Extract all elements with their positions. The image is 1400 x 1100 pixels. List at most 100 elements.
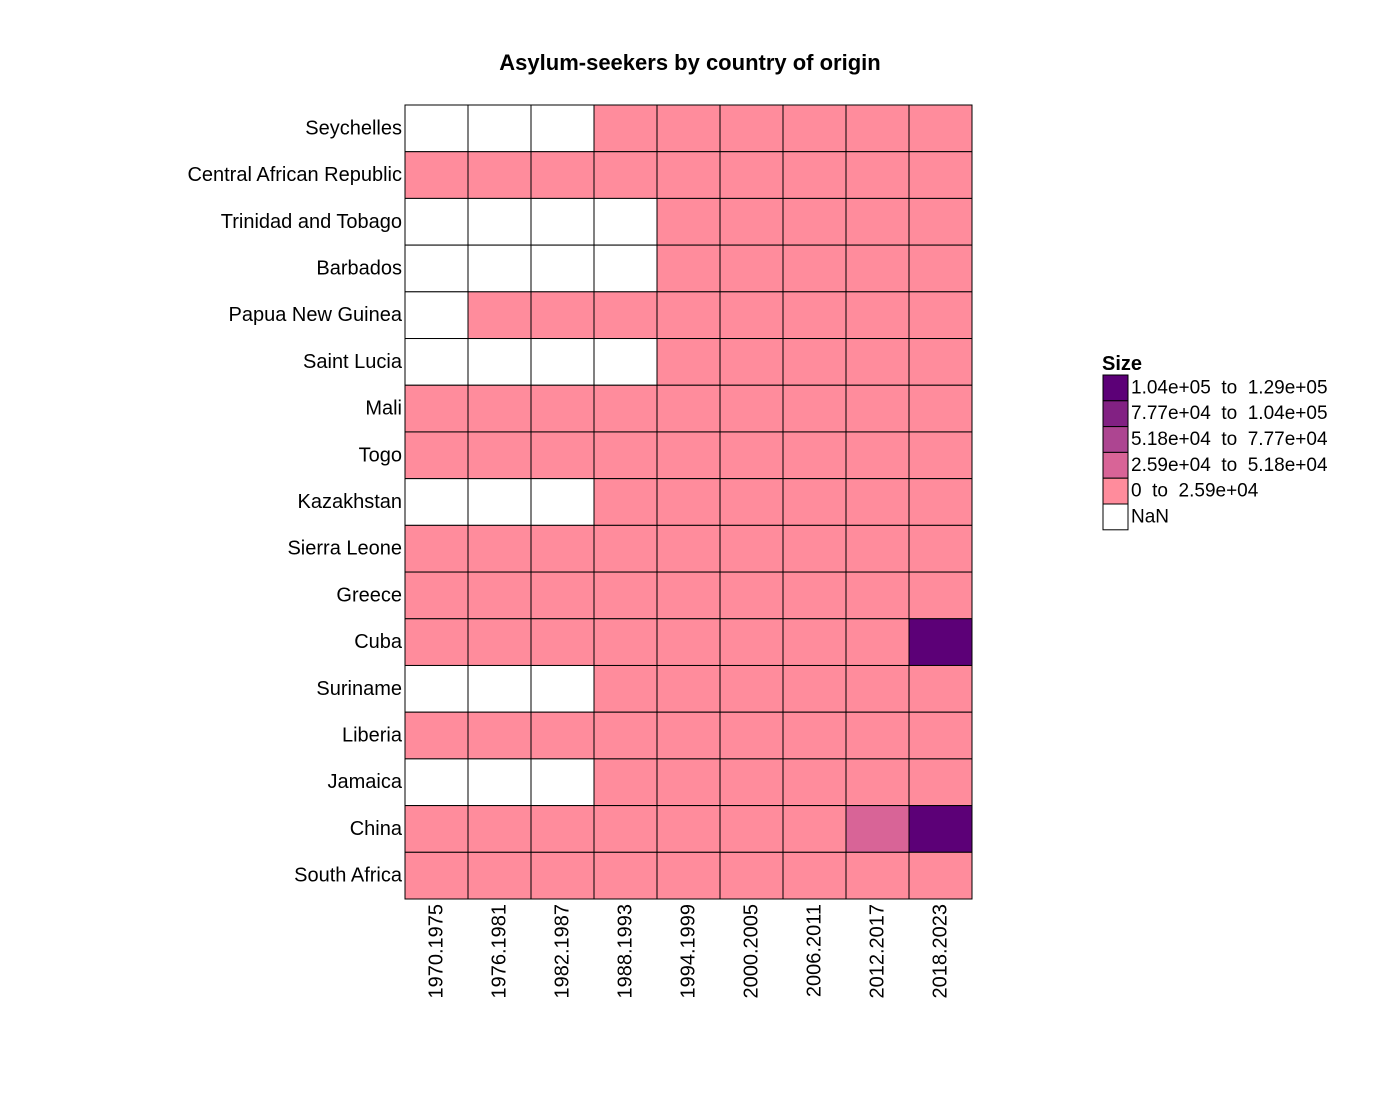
heatmap-cell — [845, 384, 910, 433]
row-label: South Africa — [294, 865, 403, 887]
heatmap-cell — [467, 618, 532, 666]
heatmap-cell — [656, 805, 721, 853]
heatmap-cell — [530, 618, 595, 666]
heatmap-cell — [782, 431, 847, 480]
legend-label: 1.04e+05 to 1.29e+05 — [1131, 377, 1328, 398]
heatmap-cell — [467, 711, 532, 760]
heatmap-cell — [908, 524, 973, 573]
heatmap-cell — [845, 197, 910, 246]
row-label: Mali — [365, 398, 402, 420]
heatmap-cell — [404, 384, 469, 433]
heatmap-cell — [719, 431, 784, 480]
heatmap-cell — [845, 618, 910, 666]
heatmap-cell — [530, 244, 595, 293]
heatmap-cell — [845, 711, 910, 760]
heatmap-cell — [782, 618, 847, 666]
heatmap-cell — [845, 338, 910, 386]
heatmap-cell — [845, 431, 910, 480]
heatmap-cell — [719, 244, 784, 293]
heatmap-cell — [404, 431, 469, 480]
heatmap-cell — [908, 571, 973, 620]
heatmap-cell — [530, 664, 595, 713]
heatmap-cell — [530, 151, 595, 199]
row-label: Cuba — [354, 631, 403, 653]
heatmap-cell — [782, 478, 847, 526]
legend-label: 0 to 2.59e+04 — [1131, 481, 1259, 502]
row-label: Liberia — [342, 725, 403, 747]
heatmap-cell — [593, 805, 658, 853]
heatmap-cell — [593, 524, 658, 573]
heatmap-cell — [467, 151, 532, 199]
heatmap-cell — [908, 338, 973, 386]
legend-label: 7.77e+04 to 1.04e+05 — [1131, 403, 1328, 424]
heatmap-cell — [530, 104, 595, 153]
heatmap-cell — [845, 851, 910, 900]
heatmap-cell — [845, 571, 910, 620]
heatmap-cell — [404, 338, 469, 386]
heatmap-cell — [719, 524, 784, 573]
heatmap-cell — [656, 104, 721, 153]
legend-label: 5.18e+04 to 7.77e+04 — [1131, 429, 1328, 450]
heatmap-cell — [593, 618, 658, 666]
heatmap-cell — [908, 478, 973, 526]
heatmap-cell — [782, 711, 847, 760]
row-label: Jamaica — [328, 771, 403, 793]
heatmap-cell — [656, 291, 721, 340]
heatmap-cell — [404, 291, 469, 340]
heatmap-cell — [467, 244, 532, 293]
heatmap-cell — [719, 711, 784, 760]
heatmap-cell — [530, 291, 595, 340]
heatmap-cell — [719, 338, 784, 386]
column-label: 1994.1999 — [678, 904, 700, 999]
heatmap-cell — [719, 197, 784, 246]
heatmap-cell — [593, 291, 658, 340]
heatmap-cell — [530, 805, 595, 853]
heatmap-cell — [782, 524, 847, 573]
heatmap-cell — [719, 291, 784, 340]
row-label: China — [350, 818, 403, 840]
heatmap-cell — [404, 104, 469, 153]
heatmap-cell — [530, 384, 595, 433]
heatmap-cell — [467, 851, 532, 900]
heatmap-cell — [719, 571, 784, 620]
heatmap-cell — [467, 384, 532, 433]
heatmap-cell — [593, 104, 658, 153]
heatmap-cell — [530, 478, 595, 526]
heatmap-cell — [656, 664, 721, 713]
row-labels: Seychelles Central African Republic Trinid… — [187, 117, 402, 886]
heatmap-cell — [782, 151, 847, 199]
heatmap-cells — [404, 104, 973, 900]
heatmap-cell — [656, 524, 721, 573]
heatmap-cell — [845, 664, 910, 713]
row-label: Barbados — [316, 257, 402, 279]
heatmap-cell — [845, 805, 910, 853]
heatmap-cell — [845, 104, 910, 153]
heatmap-cell — [530, 851, 595, 900]
heatmap-cell — [656, 384, 721, 433]
heatmap-cell — [656, 851, 721, 900]
heatmap-cell — [593, 758, 658, 807]
heatmap-cell — [656, 244, 721, 293]
heatmap-cell — [467, 291, 532, 340]
heatmap-cell — [845, 244, 910, 293]
column-label: 1988.1993 — [615, 904, 637, 999]
heatmap-cell — [719, 104, 784, 153]
heatmap-cell — [908, 291, 973, 340]
heatmap-cell — [908, 618, 973, 666]
heatmap-cell — [782, 104, 847, 153]
heatmap-cell — [593, 431, 658, 480]
heatmap-cell — [467, 104, 532, 153]
heatmap-cell — [782, 664, 847, 713]
heatmap-cell — [845, 478, 910, 526]
heatmap-cell — [404, 618, 469, 666]
heatmap-cell — [845, 524, 910, 573]
row-label: Seychelles — [305, 117, 402, 139]
row-label: Papua New Guinea — [229, 304, 403, 326]
heatmap-cell — [530, 524, 595, 573]
column-label: 1970.1975 — [426, 904, 448, 999]
row-label: Trinidad and Tobago — [221, 211, 402, 233]
heatmap-cell — [467, 664, 532, 713]
heatmap-cell — [593, 478, 658, 526]
heatmap-cell — [782, 758, 847, 807]
heatmap-cell — [404, 664, 469, 713]
